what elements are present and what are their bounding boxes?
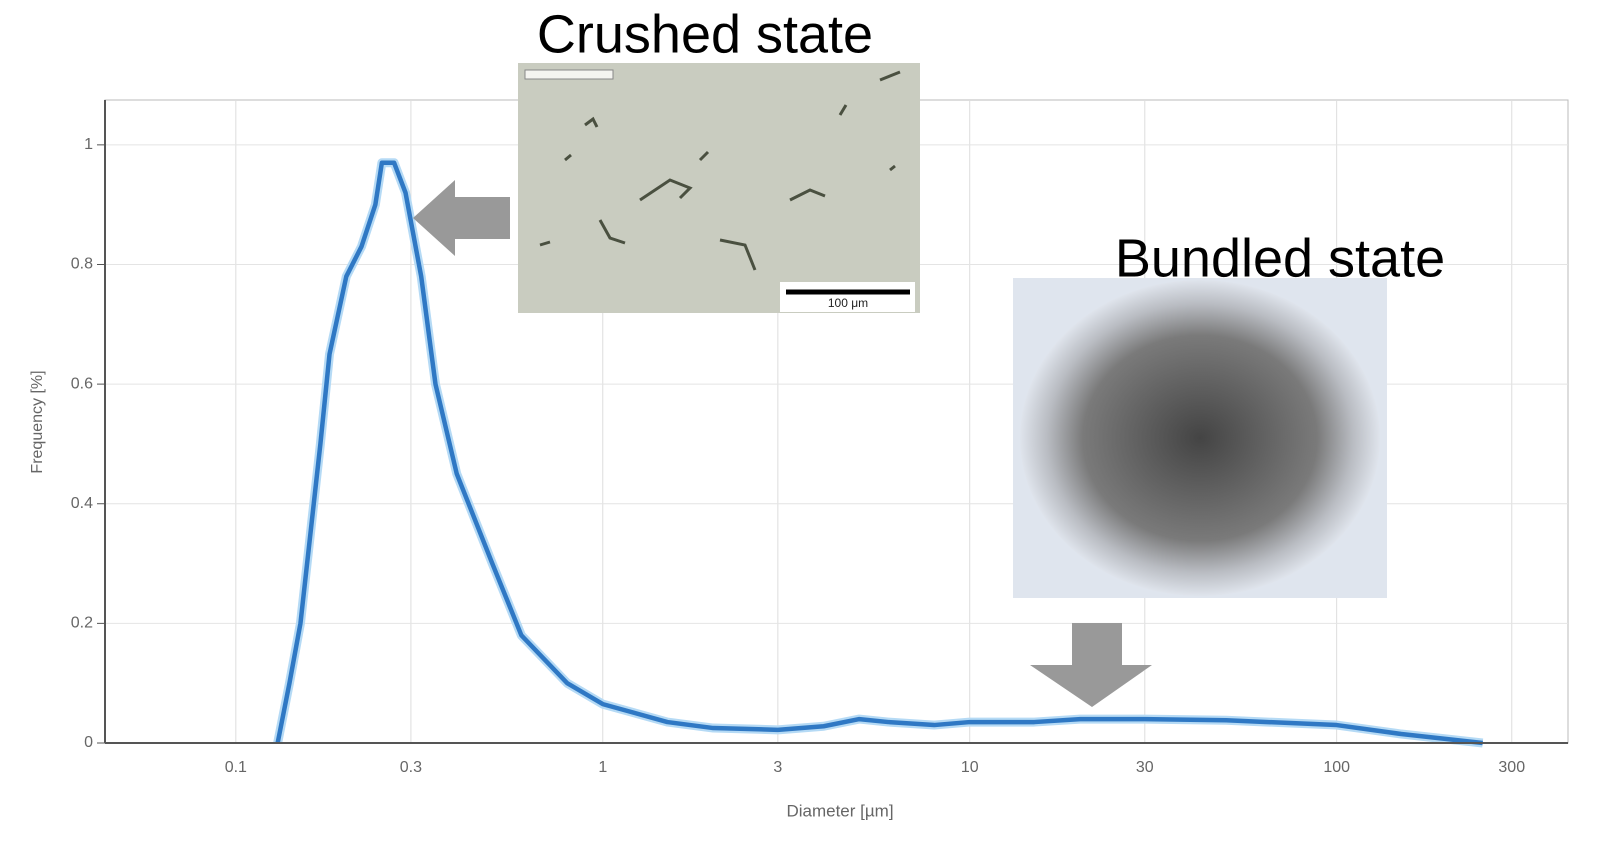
scale-label: 100 μm: [828, 296, 868, 310]
y-tick-label: 0.6: [71, 375, 93, 392]
annotation: Bundled state: [1115, 228, 1445, 288]
y-tick-label: 1: [84, 136, 93, 153]
x-tick-label: 10: [961, 759, 979, 776]
scale-box: [780, 282, 915, 312]
y-tick-label: 0.2: [71, 615, 93, 632]
x-axis-label: Diameter [µm]: [786, 801, 893, 820]
bundle: [1020, 280, 1380, 596]
x-tick-label: 30: [1136, 759, 1154, 776]
x-tick-label: 0.3: [400, 759, 422, 776]
y-axis-label: Frequency [%]: [29, 370, 46, 473]
image-label: [524, 69, 614, 80]
arrow: [1030, 623, 1152, 707]
x-tick-label: 300: [1498, 759, 1525, 776]
x-tick-label: 100: [1323, 759, 1350, 776]
arrow: [413, 180, 510, 256]
y-tick-label: 0.4: [71, 495, 93, 512]
particles: [539, 70, 901, 271]
crushed-image: [518, 63, 920, 313]
y-tick-label: 0: [84, 734, 93, 751]
series: [273, 158, 1484, 748]
annotation: Crushed state: [537, 4, 873, 64]
series-line: [275, 160, 1483, 746]
x-tick-label: 0.1: [225, 759, 247, 776]
x-tick-label: 1: [598, 759, 607, 776]
x-tick-label: 3: [773, 759, 782, 776]
y-tick-label: 0.8: [71, 256, 93, 273]
